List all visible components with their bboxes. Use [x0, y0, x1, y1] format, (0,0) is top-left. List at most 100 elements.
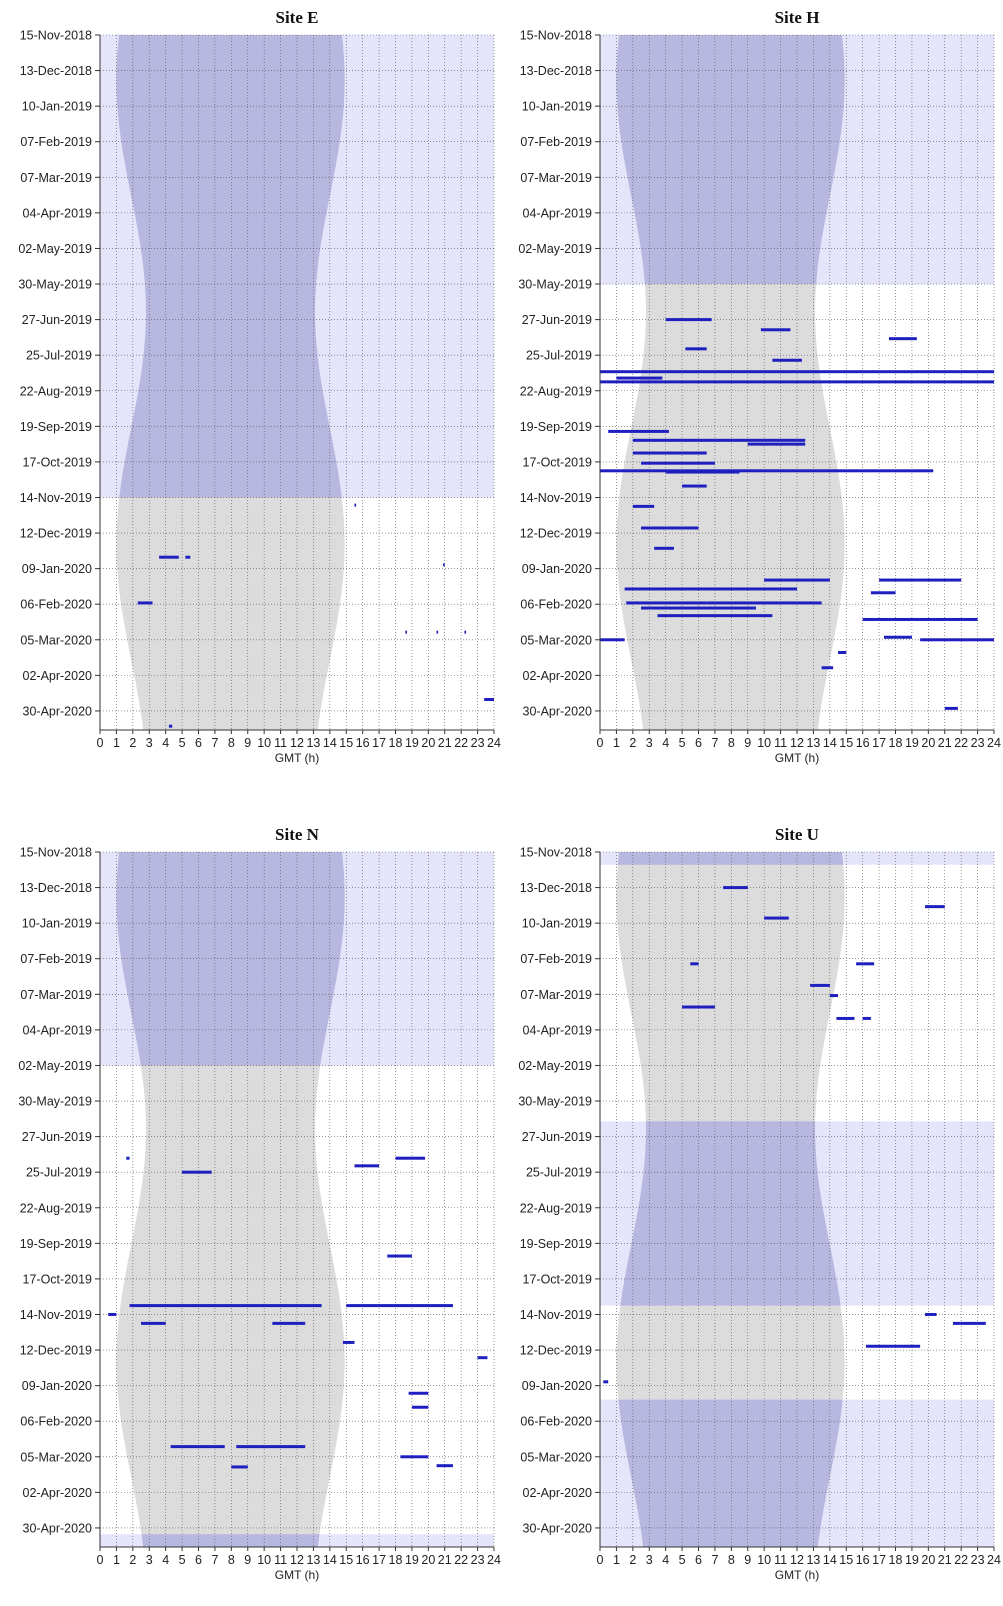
y-tick-label: 04-Apr-2019: [523, 1023, 593, 1037]
detection-mark: [600, 469, 934, 473]
y-tick-label: 02-May-2019: [518, 1059, 592, 1073]
x-tick-label: 24: [987, 736, 1001, 750]
detection-mark: [870, 591, 896, 595]
panel-site-n: 15-Nov-2018 13-Dec-2018 10-Jan-2019 07-Feb-…: [18, 825, 501, 1582]
x-tick-label: 4: [162, 1553, 169, 1567]
night-shape-no-data: [116, 35, 345, 498]
x-tick-label: 6: [195, 1553, 202, 1567]
x-tick-label: 24: [987, 1553, 1001, 1567]
x-tick-label: 18: [389, 736, 403, 750]
y-tick-label: 22-Aug-2019: [520, 1201, 592, 1215]
y-tick-label: 14-Nov-2019: [20, 1308, 92, 1322]
y-tick-label: 25-Jul-2019: [26, 1166, 92, 1180]
x-tick-label: 3: [146, 736, 153, 750]
y-tick-label: 17-Oct-2019: [23, 455, 93, 469]
night-shape-no-data: [141, 1534, 320, 1547]
x-tick-label: 0: [597, 1553, 604, 1567]
y-tick-label: 06-Feb-2020: [520, 598, 592, 612]
x-tick-label: 4: [662, 1553, 669, 1567]
x-tick-label: 12: [290, 1553, 304, 1567]
y-tick-label: 15-Nov-2018: [20, 29, 92, 43]
y-tick-label: 12-Dec-2019: [20, 527, 92, 541]
y-tick-label: 22-Aug-2019: [520, 384, 592, 398]
detection-mark: [400, 1455, 429, 1459]
y-tick-label: 30-May-2019: [18, 278, 92, 292]
detection-mark: [836, 1016, 855, 1020]
x-tick-label: 3: [146, 1553, 153, 1567]
detection-mark: [342, 1340, 355, 1344]
panel-title: Site U: [775, 825, 819, 844]
detection-mark: [408, 1391, 429, 1395]
detection-mark: [838, 650, 847, 654]
x-tick-label: 17: [872, 736, 886, 750]
y-tick-label: 12-Dec-2019: [20, 1344, 92, 1358]
x-tick-label: 19: [905, 1553, 919, 1567]
x-tick-label: 9: [244, 1553, 251, 1567]
x-tick-label: 5: [179, 736, 186, 750]
x-tick-label: 4: [662, 736, 669, 750]
detection-mark: [436, 1464, 453, 1468]
x-tick-label: 9: [744, 736, 751, 750]
x-tick-label: 20: [921, 736, 935, 750]
detection-mark: [706, 601, 822, 605]
y-tick-label: 13-Dec-2018: [520, 64, 592, 78]
night-shape-no-data: [618, 1399, 843, 1547]
y-tick-label: 04-Apr-2019: [523, 206, 593, 220]
x-tick-label: 13: [306, 1553, 320, 1567]
detection-mark: [632, 438, 806, 442]
y-tick-label: 22-Aug-2019: [20, 384, 92, 398]
x-tick-label: 11: [274, 736, 287, 750]
x-tick-label: 19: [905, 736, 919, 750]
detection-mark: [137, 601, 153, 605]
detection-mark: [185, 555, 191, 559]
detection-mark: [747, 442, 806, 446]
x-tick-label: 19: [405, 1553, 419, 1567]
x-tick-label: 19: [405, 736, 419, 750]
y-tick-label: 05-Mar-2020: [520, 633, 592, 647]
y-tick-label: 13-Dec-2018: [520, 881, 592, 895]
y-tick-label: 04-Apr-2019: [23, 1023, 93, 1037]
x-tick-label: 9: [244, 736, 251, 750]
x-tick-label: 6: [195, 736, 202, 750]
x-tick-label: 18: [389, 1553, 403, 1567]
detection-mark: [829, 994, 839, 998]
y-tick-label: 07-Mar-2019: [20, 171, 92, 185]
y-tick-label: 19-Sep-2019: [20, 1237, 92, 1251]
y-tick-label: 12-Dec-2019: [520, 527, 592, 541]
y-tick-label: 30-Apr-2020: [523, 1521, 593, 1535]
y-tick-label: 10-Jan-2019: [22, 917, 92, 931]
x-tick-label: 10: [757, 1553, 771, 1567]
x-tick-label: 9: [744, 1553, 751, 1567]
detection-mark: [682, 484, 707, 488]
x-axis-label: GMT (h): [775, 1568, 819, 1582]
x-tick-label: 2: [129, 1553, 136, 1567]
x-tick-label: 22: [454, 736, 468, 750]
x-tick-label: 23: [471, 736, 485, 750]
x-tick-label: 11: [774, 1553, 787, 1567]
detection-mark: [764, 916, 789, 920]
detection-mark: [862, 617, 978, 621]
x-axis-label: GMT (h): [275, 1568, 319, 1582]
detection-mark: [405, 630, 407, 634]
x-tick-label: 21: [438, 1553, 452, 1567]
x-tick-label: 23: [971, 736, 985, 750]
x-tick-label: 20: [421, 1553, 435, 1567]
y-tick-label: 09-Jan-2020: [22, 562, 92, 576]
y-tick-label: 13-Dec-2018: [20, 64, 92, 78]
x-tick-label: 18: [889, 1553, 903, 1567]
detection-mark: [760, 328, 791, 332]
x-tick-label: 13: [306, 736, 320, 750]
x-tick-label: 7: [711, 736, 718, 750]
y-tick-label: 02-Apr-2020: [523, 669, 593, 683]
detection-mark: [484, 698, 494, 702]
x-tick-label: 23: [971, 1553, 985, 1567]
y-tick-label: 10-Jan-2019: [522, 100, 592, 114]
x-tick-label: 24: [487, 736, 501, 750]
y-tick-label: 05-Mar-2020: [20, 633, 92, 647]
detection-mark: [665, 318, 712, 322]
y-tick-label: 30-May-2019: [518, 278, 592, 292]
panel-site-u: 15-Nov-2018 13-Dec-2018 10-Jan-2019 07-Feb-…: [518, 825, 1001, 1582]
x-tick-label: 8: [228, 1553, 235, 1567]
detection-mark: [168, 724, 173, 728]
